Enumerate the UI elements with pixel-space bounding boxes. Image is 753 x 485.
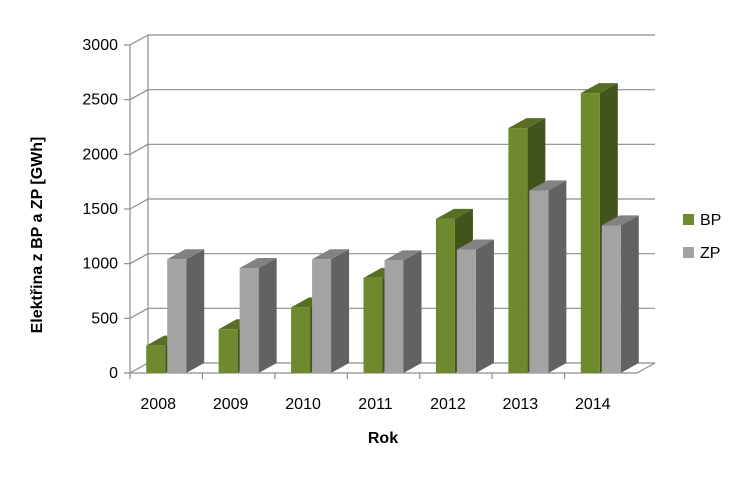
legend: BP ZP: [683, 212, 721, 262]
bar-top-face: [239, 258, 277, 269]
side-gridline: [129, 362, 149, 374]
bar-top-face: [435, 208, 473, 219]
y-tick-label: 3000: [82, 37, 118, 54]
x-axis-title: Rok: [368, 430, 398, 447]
bar-front-face: [167, 259, 187, 373]
bar-side-face: [403, 250, 422, 373]
bar-zp-2011: [384, 250, 422, 373]
y-tick-label: 500: [91, 310, 118, 327]
bar-front-face: [384, 260, 404, 373]
side-gridline: [129, 143, 149, 155]
legend-swatch-bp: [683, 214, 694, 225]
side-gridline: [129, 89, 149, 101]
bar-side-face: [331, 249, 350, 373]
bar-zp-2013: [529, 180, 567, 373]
bar-zp-2009: [239, 258, 277, 373]
bar-zp-2010: [312, 249, 350, 373]
bar-front-face: [291, 307, 311, 373]
bar-top-face: [312, 249, 350, 260]
bar-front-face: [456, 249, 476, 373]
x-tick-label: 2011: [358, 396, 393, 413]
y-tick-label: 2000: [82, 146, 118, 163]
bar-top-face: [580, 83, 618, 94]
bar-zp-2008: [167, 249, 205, 373]
bar-front-face: [580, 93, 600, 374]
bar-top-face: [601, 215, 639, 226]
bar-top-face: [456, 239, 494, 250]
bar-top-face: [384, 250, 422, 261]
x-tick-label: 2010: [285, 396, 321, 413]
legend-label-bp: BP: [700, 212, 721, 229]
x-tick-label: 2009: [213, 396, 249, 413]
y-tick-label: 2500: [82, 92, 118, 109]
bar-front-face: [529, 190, 549, 373]
bar-front-face: [601, 225, 621, 373]
y-axis-title: Elektřina z BP a ZP [GWh]: [29, 137, 46, 334]
bar-side-face: [186, 249, 205, 373]
bar-side-face: [258, 258, 277, 373]
bar-side-face: [475, 239, 494, 373]
floor-edge: [636, 362, 656, 374]
bar-front-face: [312, 259, 332, 373]
x-tick-label: 2012: [430, 396, 466, 413]
bar-top-face: [167, 249, 205, 260]
bar-front-face: [239, 268, 259, 373]
side-gridline: [129, 307, 149, 319]
bar-front-face: [363, 277, 383, 373]
bar-side-face: [620, 215, 639, 373]
bar-top-face: [529, 180, 567, 191]
bar-zp-2014: [601, 215, 639, 373]
bar-zp-2012: [456, 239, 494, 373]
bar-front-face: [146, 345, 166, 373]
bar-top-face: [508, 118, 546, 129]
bar-front-face: [218, 329, 238, 373]
side-gridline: [129, 198, 149, 210]
bar-side-face: [548, 180, 567, 373]
y-tick-label: 1500: [82, 201, 118, 218]
bar-front-face: [435, 218, 455, 373]
x-tick-label: 2008: [140, 396, 176, 413]
x-tick-label: 2013: [503, 396, 539, 413]
y-tick-label: 0: [109, 365, 118, 382]
legend-label-zp: ZP: [700, 245, 720, 262]
x-tick-label: 2014: [575, 396, 611, 413]
y-tick-label: 1000: [82, 256, 118, 273]
bar-front-face: [508, 128, 528, 373]
legend-swatch-zp: [683, 247, 694, 258]
side-gridline: [129, 34, 149, 46]
side-gridline: [129, 253, 149, 265]
